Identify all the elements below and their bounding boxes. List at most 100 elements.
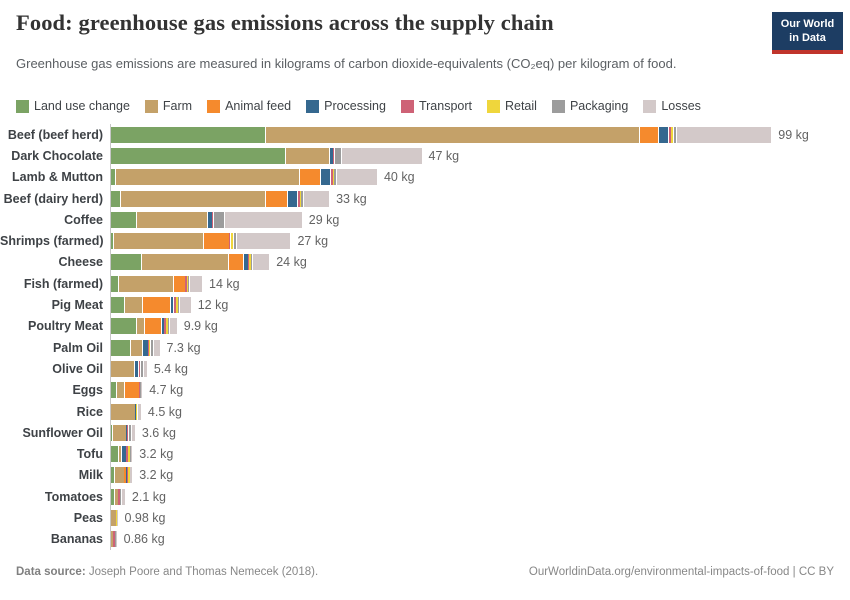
bar-segment-animal-feed[interactable] (228, 254, 244, 271)
bar-segment-land-use-change[interactable] (111, 467, 115, 484)
bar-segment-packaging[interactable] (672, 126, 676, 143)
bar-segment-processing[interactable] (320, 169, 330, 186)
bar-segment-processing[interactable] (170, 297, 174, 314)
bar-segment-land-use-change[interactable] (111, 275, 119, 292)
bar-segment-processing[interactable] (120, 446, 127, 463)
bar-segment-losses[interactable] (130, 424, 135, 441)
footer-link[interactable]: OurWorldinData.org/environmental-impacts… (528, 566, 790, 578)
bar-segment-land-use-change[interactable] (111, 488, 114, 505)
bar-segment-losses[interactable] (130, 446, 133, 463)
bar-segment-packaging[interactable] (129, 467, 131, 484)
bar-segment-packaging[interactable] (139, 382, 141, 399)
bar-segment-land-use-change[interactable] (111, 382, 116, 399)
bar-segment-farm[interactable] (135, 211, 208, 228)
bar-segment-losses[interactable] (137, 403, 141, 420)
bar-segment-processing[interactable] (125, 424, 127, 441)
bar-segment-packaging[interactable] (213, 211, 224, 228)
bar-segment-packaging[interactable] (140, 360, 143, 377)
bar-segment-transport[interactable] (228, 233, 230, 250)
bar-segment-processing[interactable] (207, 211, 213, 228)
bar-segment-land-use-change[interactable] (111, 424, 112, 441)
bar-segment-retail[interactable] (299, 190, 302, 207)
bar-segment-transport[interactable] (126, 424, 128, 441)
bar-segment-transport[interactable] (297, 190, 300, 207)
bar-segment-land-use-change[interactable] (111, 339, 130, 356)
bar-segment-farm[interactable] (124, 297, 142, 314)
bar-segment-transport[interactable] (113, 531, 116, 548)
bar-segment-animal-feed[interactable] (172, 275, 185, 292)
bar-segment-transport[interactable] (212, 211, 213, 228)
bar-segment-farm[interactable] (117, 446, 121, 463)
owid-logo[interactable]: Our World in Data (772, 12, 843, 54)
bar-segment-land-use-change[interactable] (111, 169, 115, 186)
legend-item-losses[interactable]: Losses (643, 99, 701, 113)
bar-segment-transport[interactable] (333, 147, 334, 164)
bar-segment-farm[interactable] (135, 318, 144, 335)
bar-segment-transport[interactable] (126, 446, 128, 463)
bar-segment-land-use-change[interactable] (111, 147, 285, 164)
bar-segment-losses[interactable] (152, 339, 160, 356)
bar-segment-transport[interactable] (115, 509, 117, 526)
bar-segment-farm[interactable] (265, 126, 639, 143)
bar-segment-land-use-change[interactable] (111, 126, 266, 143)
bar-segment-losses[interactable] (142, 360, 147, 377)
bar-segment-processing[interactable] (134, 403, 136, 420)
bar-segment-losses[interactable] (341, 147, 422, 164)
bar-segment-farm[interactable] (111, 360, 135, 377)
bar-segment-losses[interactable] (178, 297, 191, 314)
bar-segment-transport[interactable] (173, 297, 176, 314)
bar-segment-transport[interactable] (147, 339, 150, 356)
bar-segment-farm[interactable] (111, 403, 135, 420)
bar-segment-processing[interactable] (160, 318, 165, 335)
bar-segment-losses[interactable] (116, 509, 118, 526)
bar-segment-retail[interactable] (127, 467, 130, 484)
bar-segment-retail[interactable] (670, 126, 673, 143)
bar-segment-retail[interactable] (333, 147, 335, 164)
bar-segment-packaging[interactable] (334, 169, 337, 186)
bar-segment-animal-feed[interactable] (299, 169, 321, 186)
bar-segment-processing[interactable] (134, 360, 138, 377)
bar-segment-farm[interactable] (111, 509, 116, 526)
bar-segment-farm[interactable] (111, 531, 113, 548)
legend-item-retail[interactable]: Retail (486, 99, 537, 113)
bar-segment-processing[interactable] (125, 467, 127, 484)
bar-segment-animal-feed[interactable] (265, 190, 288, 207)
bar-segment-farm[interactable] (114, 467, 125, 484)
bar-segment-processing[interactable] (243, 254, 248, 271)
bar-segment-packaging[interactable] (232, 233, 236, 250)
bar-segment-animal-feed[interactable] (202, 233, 229, 250)
bar-segment-packaging[interactable] (250, 254, 252, 271)
bar-segment-retail[interactable] (248, 254, 251, 271)
bar-segment-animal-feed[interactable] (141, 297, 171, 314)
bar-segment-transport[interactable] (126, 467, 128, 484)
bar-segment-losses[interactable] (115, 531, 117, 548)
bar-segment-animal-feed[interactable] (124, 467, 126, 484)
bar-segment-retail[interactable] (333, 169, 335, 186)
bar-segment-processing[interactable] (329, 147, 334, 164)
bar-segment-packaging[interactable] (119, 488, 121, 505)
bar-segment-transport[interactable] (667, 126, 671, 143)
bar-segment-retail[interactable] (230, 233, 233, 250)
bar-segment-processing[interactable] (184, 275, 186, 292)
bar-segment-losses[interactable] (675, 126, 772, 143)
bar-segment-land-use-change[interactable] (111, 233, 113, 250)
bar-segment-packaging[interactable] (177, 297, 179, 314)
bar-segment-farm[interactable] (118, 275, 173, 292)
bar-segment-farm[interactable] (114, 169, 300, 186)
legend-item-land-use-change[interactable]: Land use change (16, 99, 130, 113)
bar-segment-packaging[interactable] (168, 318, 169, 335)
bar-segment-transport[interactable] (138, 382, 140, 399)
bar-segment-losses[interactable] (188, 275, 203, 292)
bar-segment-land-use-change[interactable] (111, 211, 136, 228)
bar-segment-farm[interactable] (129, 339, 142, 356)
bar-segment-packaging[interactable] (334, 147, 342, 164)
bar-segment-animal-feed[interactable] (638, 126, 659, 143)
bar-segment-land-use-change[interactable] (111, 254, 141, 271)
bar-segment-retail[interactable] (166, 318, 169, 335)
bar-segment-losses[interactable] (223, 211, 302, 228)
bar-segment-animal-feed[interactable] (143, 318, 161, 335)
bar-segment-animal-feed[interactable] (124, 382, 139, 399)
bar-segment-transport[interactable] (164, 318, 167, 335)
bar-segment-retail[interactable] (187, 275, 189, 292)
bar-segment-transport[interactable] (185, 275, 188, 292)
